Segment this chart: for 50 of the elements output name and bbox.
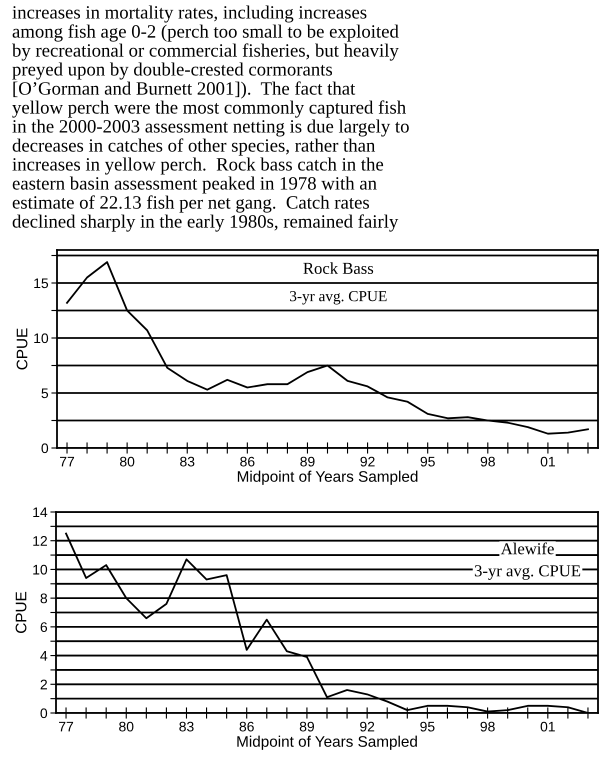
x-tick-label: 98 [480, 456, 495, 467]
y-tick-label: 10 [33, 564, 48, 575]
text: Rock Bass [303, 262, 374, 274]
x-tick-label: 80 [120, 456, 134, 467]
x-tick-label: 01 [540, 456, 555, 467]
x-tick-label: 92 [360, 722, 374, 732]
x-tick-label: 98 [480, 722, 495, 732]
y-tick-label: 6 [40, 622, 48, 632]
text: increases in yellow perch. Rock bass catch in the [12, 157, 384, 175]
y-tick-label: 12 [33, 536, 47, 546]
text: 3-yr avg. CPUE [290, 291, 387, 304]
text: 3-yr avg. CPUE [474, 565, 580, 580]
x-tick-label: 95 [420, 722, 435, 732]
x-tick-label: 86 [240, 456, 254, 467]
text: among fish age 0-2 (perch too small to be exploited [12, 24, 399, 42]
y-tick-label: 4 [40, 651, 48, 661]
y-tick-label: 10 [34, 333, 48, 344]
y-tick-label: 14 [33, 507, 48, 518]
x-tick-label: 92 [360, 456, 375, 467]
x-tick-label: 80 [119, 722, 134, 732]
x-axis-title: Midpoint of Years Sampled [238, 470, 418, 485]
text: estimate of 22.13 fish per net gang. Catch rates [12, 195, 370, 213]
x-tick-label: 86 [240, 722, 254, 732]
text: [O’Gorman and Burnett 2001]). The fact that [13, 81, 356, 99]
y-tick-label: 2 [40, 680, 47, 690]
y-tick-label: 5 [42, 388, 48, 398]
text: preyed upon by double-crested cormorants [12, 62, 332, 80]
text: Alewife [500, 542, 554, 554]
text: in the 2000-2003 assessment netting is due largely to [12, 119, 409, 137]
x-axis-title: Midpoint of Years Sampled [237, 736, 417, 750]
y-tick-label: 0 [40, 708, 48, 718]
text: decreases in catches of other species, rather than [12, 138, 376, 156]
y-axis-title: CPUE [16, 328, 28, 370]
x-tick-label: 89 [300, 456, 315, 467]
text: declined sharply in the early 1980s, remained fairly [12, 214, 398, 232]
x-tick-label: 01 [540, 722, 555, 732]
x-tick-label: 89 [300, 722, 314, 732]
y-tick-label: 0 [41, 443, 48, 454]
y-axis-title: CPUE [16, 592, 26, 633]
x-tick-label: 83 [180, 456, 194, 467]
x-tick-label: 77 [59, 722, 74, 732]
text: eastern basin assessment peaked in 1978 with an [12, 176, 377, 194]
x-tick-label: 83 [179, 722, 194, 732]
y-tick-label: 8 [40, 593, 48, 604]
text: yellow perch were the most commonly captured fish [12, 100, 406, 118]
text: by recreational or commercial fisheries, but heavily [12, 43, 399, 61]
text: increases in mortality rates, including increases [12, 5, 366, 23]
y-tick-label: 15 [34, 278, 48, 288]
x-tick-label: 77 [60, 456, 74, 466]
x-tick-label: 95 [420, 456, 435, 467]
